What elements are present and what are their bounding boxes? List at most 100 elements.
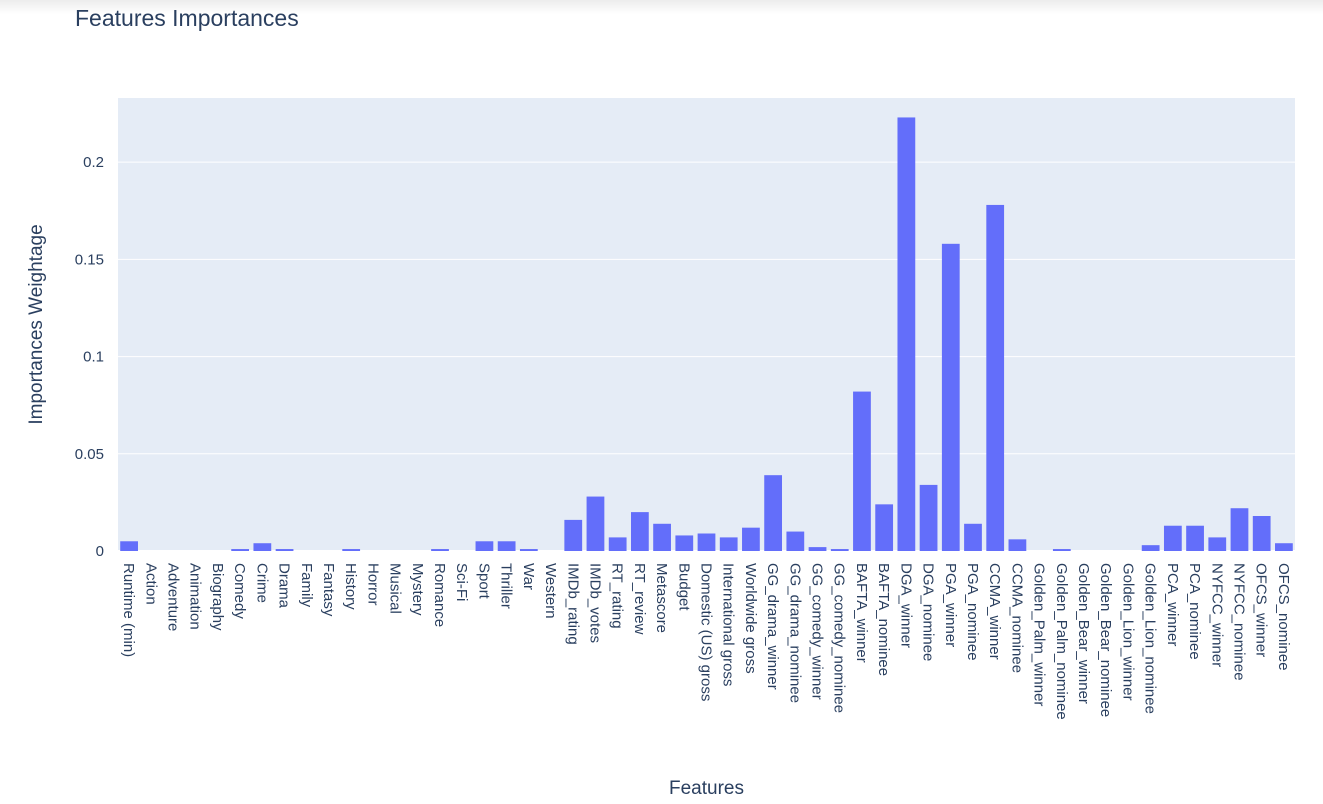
x-tick-label: CCMA_nominee	[1008, 563, 1025, 673]
x-tick-label: Animation	[187, 563, 204, 630]
x-tick-label: Golden_Bear_winner	[1075, 563, 1092, 704]
y-axis-title: Importances Weightage	[26, 224, 47, 424]
x-tick-label: Runtime (min)	[120, 563, 137, 657]
bar	[808, 547, 827, 551]
x-tick-label: GG_drama_nominee	[786, 563, 803, 703]
chart-title: Features Importances	[75, 5, 299, 31]
x-tick-label: Sci-Fi	[453, 563, 470, 601]
bar	[519, 549, 538, 551]
bar	[120, 541, 138, 551]
x-tick-label: GG_comedy_nominee	[831, 563, 848, 713]
y-tick-label: 0.1	[83, 349, 104, 366]
x-tick-label: PGA_nominee	[964, 563, 981, 661]
bar	[1052, 549, 1071, 551]
bar	[231, 549, 250, 551]
x-tick-label: Golden_Lion_winner	[1119, 563, 1136, 701]
bar	[431, 549, 449, 551]
y-tick-label: 0	[96, 543, 104, 560]
x-tick-label: Budget	[675, 563, 692, 611]
x-tick-label: OFCS_winner	[1253, 563, 1270, 657]
x-tick-label: OFCS_nominee	[1275, 563, 1292, 671]
bar	[964, 523, 982, 551]
x-tick-label: Biography	[209, 563, 226, 631]
x-tick-label: IMDb_rating	[564, 563, 581, 645]
x-tick-label: Golden_Lion_nominee	[1142, 563, 1159, 714]
bar	[564, 519, 583, 551]
x-tick-label: Domestic (US) gross	[698, 563, 715, 701]
x-tick-label: Drama	[276, 563, 293, 609]
x-tick-label: Fantasy	[320, 563, 337, 617]
x-tick-label: GG_drama_winner	[764, 563, 781, 690]
bar	[1208, 537, 1227, 551]
bar	[1008, 539, 1027, 551]
x-tick-label: DGA_nominee	[920, 563, 937, 661]
x-tick-label: NYFCC_nominee	[1230, 563, 1247, 681]
x-tick-label: Comedy	[231, 563, 248, 619]
x-tick-label: Golden_Bear_nominee	[1097, 563, 1114, 717]
bar	[764, 475, 783, 551]
bar	[986, 204, 1005, 551]
bar	[586, 496, 605, 551]
x-tick-label: BAFTA_winner	[853, 563, 870, 663]
x-tick-label: Metascore	[653, 563, 670, 633]
bar	[497, 541, 516, 551]
y-tick-label: 0.05	[75, 446, 104, 463]
x-tick-label: Worldwide gross	[742, 563, 759, 674]
x-tick-label: BAFTA_nominee	[875, 563, 892, 676]
y-tick-label: 0.15	[75, 251, 104, 268]
x-tick-label: Golden_Palm_nominee	[1053, 563, 1070, 720]
x-tick-label: Horror	[364, 563, 381, 606]
window-top-shade	[0, 0, 1323, 14]
x-tick-label: Western	[542, 563, 559, 619]
bar	[1275, 543, 1293, 551]
bar	[653, 523, 671, 551]
bar	[1141, 545, 1160, 551]
bar	[941, 243, 960, 552]
plot-area	[118, 98, 1295, 551]
x-tick-label: Golden_Palm_winner	[1031, 563, 1048, 706]
x-tick-label: RT_rating	[609, 563, 626, 629]
x-tick-label: Adventure	[165, 563, 182, 631]
x-tick-label: Sport	[475, 563, 492, 600]
x-tick-label: Crime	[253, 563, 270, 603]
bar	[742, 527, 760, 551]
x-tick-label: PGA_winner	[942, 563, 959, 647]
y-tick-label: 0.2	[83, 154, 104, 171]
bars	[120, 117, 1293, 552]
x-tick-label: NYFCC_winner	[1208, 563, 1225, 667]
x-tick-label: Action	[142, 563, 159, 605]
bar	[1230, 508, 1249, 551]
bar	[675, 535, 694, 551]
bar	[1186, 525, 1204, 551]
bar	[786, 531, 805, 551]
x-tick-label: DGA_winner	[897, 563, 914, 648]
x-tick-label: Romance	[431, 563, 448, 627]
bar	[830, 549, 849, 551]
bar	[853, 391, 871, 551]
x-tick-label: Mystery	[409, 563, 426, 616]
x-tick-label: International gross	[720, 563, 737, 686]
x-tick-label: PCA_winner	[1164, 563, 1181, 646]
x-tick-label: Musical	[387, 563, 404, 614]
bar	[875, 504, 894, 551]
bar	[897, 117, 916, 551]
x-tick-label: PCA_nominee	[1186, 563, 1203, 660]
x-axis-ticks: Runtime (min) Action Adventure Animation Bio…	[120, 563, 1292, 720]
x-tick-label: Family	[298, 563, 315, 608]
x-tick-label: Thriller	[498, 563, 515, 609]
bar	[697, 533, 716, 551]
bar	[1163, 525, 1182, 551]
bar	[275, 549, 294, 551]
bar	[342, 549, 361, 551]
bar	[719, 537, 738, 551]
x-tick-label: History	[342, 563, 359, 610]
x-tick-label: War	[520, 563, 537, 590]
bar	[475, 541, 494, 551]
bar	[1252, 516, 1271, 551]
bar	[919, 484, 938, 551]
bar	[608, 537, 627, 551]
x-tick-label: GG_comedy_winner	[809, 563, 826, 700]
bar	[630, 512, 649, 551]
x-tick-label: CCMA_winner	[986, 563, 1003, 660]
